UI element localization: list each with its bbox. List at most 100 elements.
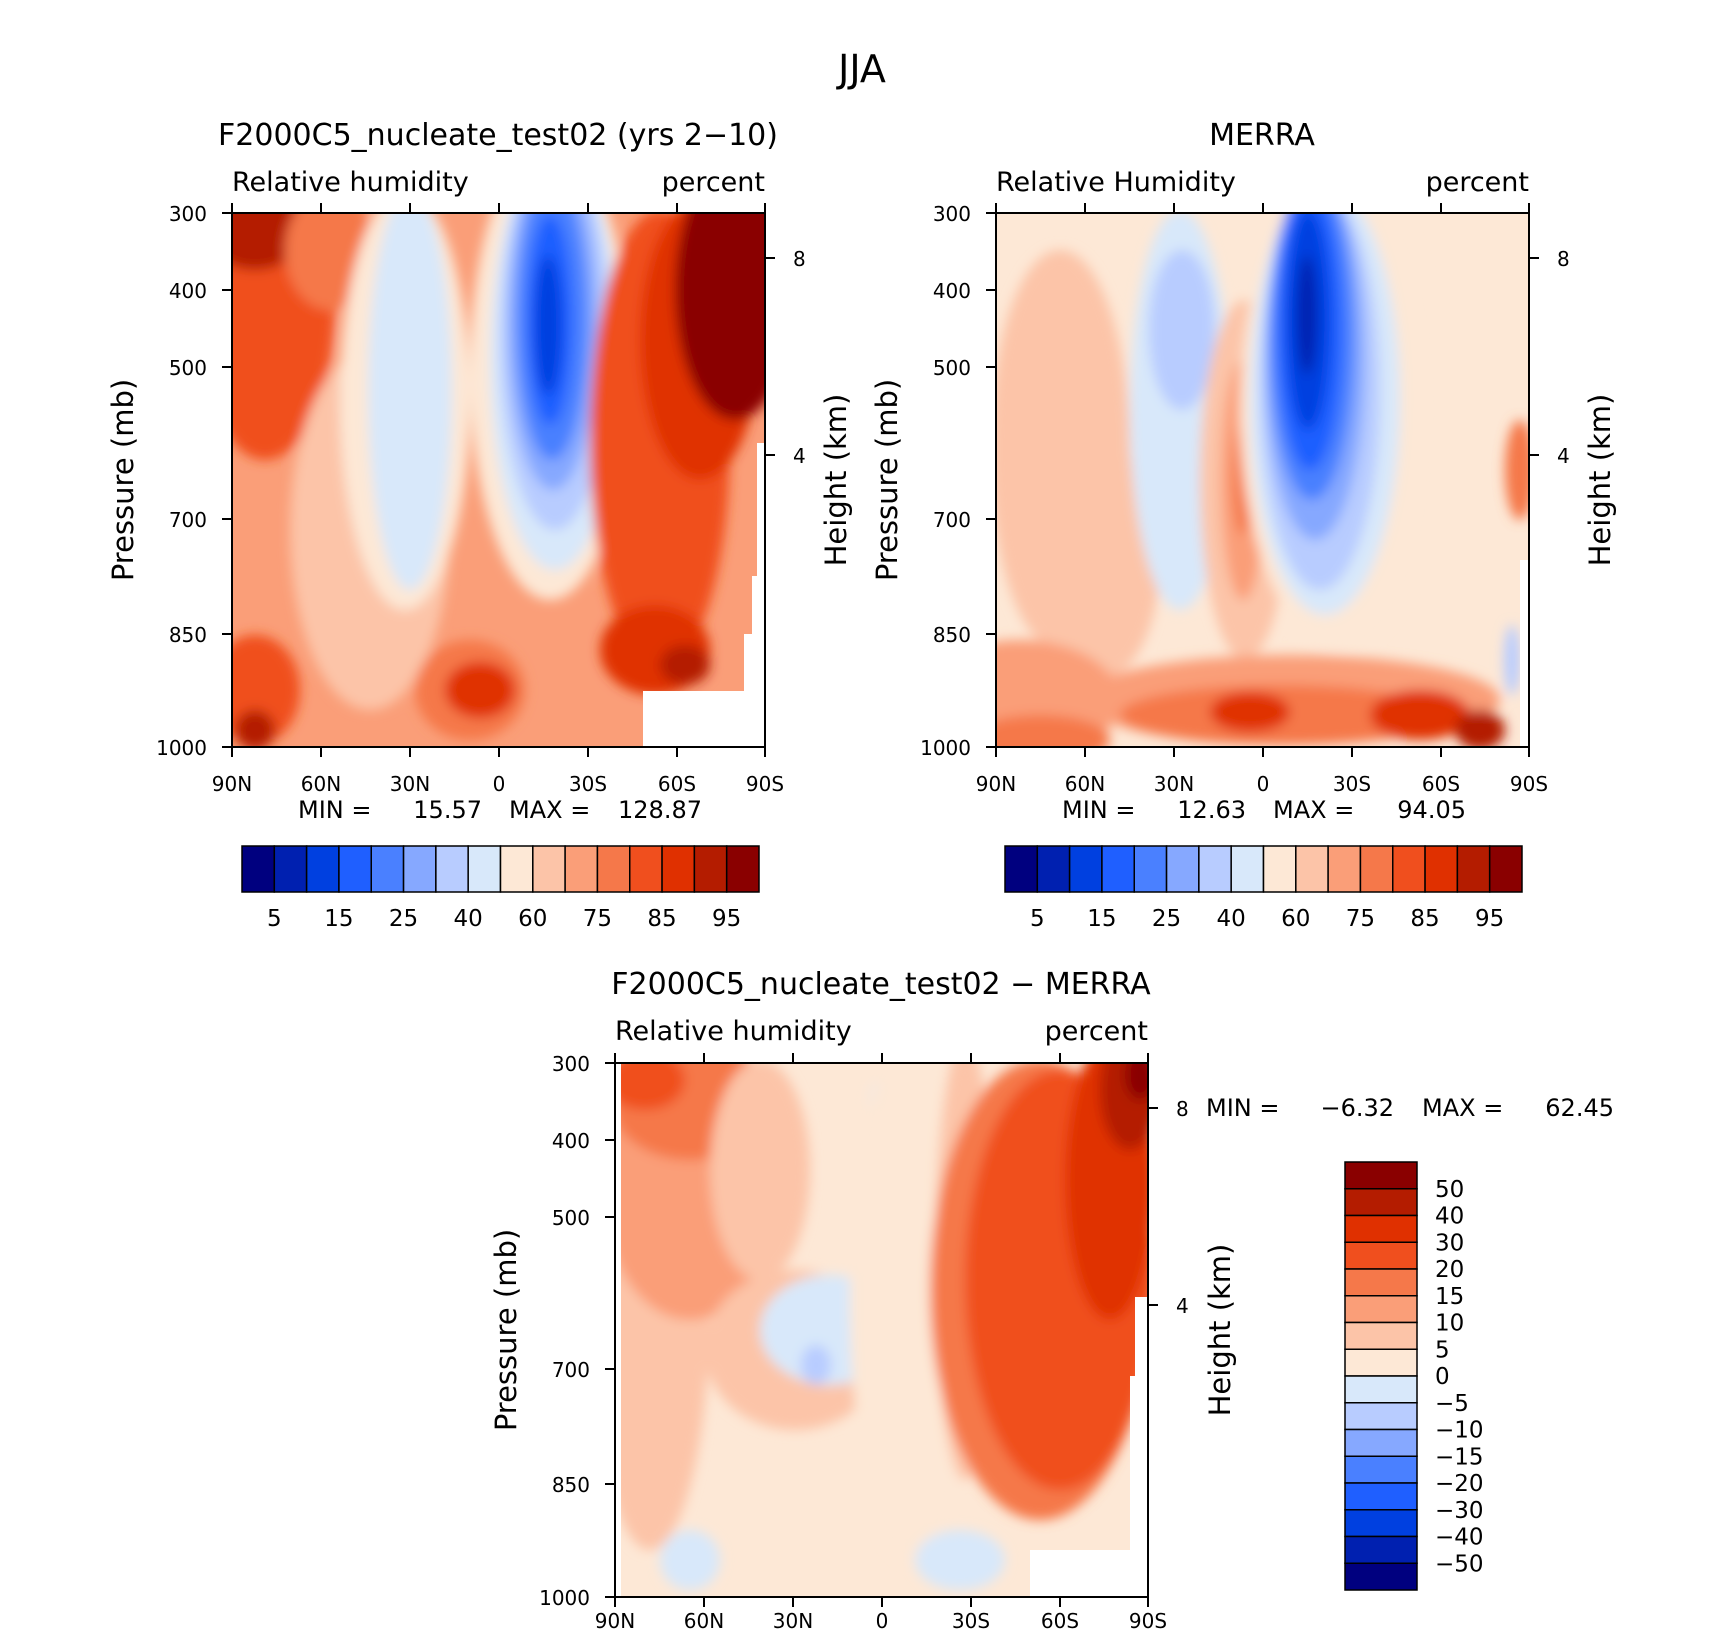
- y-tick-label: 700: [933, 508, 971, 532]
- y-tick-label: 850: [933, 623, 971, 647]
- contour-region: [1210, 692, 1290, 732]
- x-tick-label: 90N: [976, 772, 1016, 796]
- colorbar-label: 30: [1435, 1230, 1464, 1256]
- colorbar-swatch: [338, 845, 372, 893]
- panel-model: F2000C5_nucleate_test02 (yrs 2−10) Relat…: [106, 118, 853, 932]
- colorbar-label: 50: [1435, 1177, 1464, 1203]
- y2-axis-title: Height (km): [819, 394, 853, 567]
- colorbar-swatch: [564, 845, 599, 893]
- colorbar-swatch: [1344, 1268, 1418, 1297]
- x-tick-label: 60S: [1422, 772, 1460, 796]
- colorbar-swatch: [725, 845, 760, 893]
- colorbar-label: 5: [1435, 1337, 1450, 1363]
- variable-label: Relative humidity: [615, 1016, 852, 1047]
- y2-axis-title: Height (km): [1583, 394, 1617, 567]
- x-tick-label: 30S: [1333, 772, 1371, 796]
- colorbar-swatch: [1344, 1455, 1418, 1484]
- colorbar-swatch: [370, 845, 405, 893]
- colorbar-label: −20: [1435, 1471, 1484, 1497]
- y-tick-label: 400: [933, 279, 971, 303]
- max-label: MAX =: [1422, 1094, 1503, 1122]
- colorbar-label: 25: [1152, 906, 1181, 932]
- colorbar-label: −15: [1435, 1444, 1484, 1470]
- y-tick-label: 300: [169, 202, 207, 226]
- contour-region: [1297, 255, 1317, 375]
- colorbar-swatch: [1101, 845, 1135, 893]
- y2-axis-title: Height (km): [1203, 1244, 1237, 1417]
- colorbar-label: 15: [324, 906, 353, 932]
- colorbar-swatch: [1133, 845, 1168, 893]
- colorbar-swatch: [1344, 1295, 1418, 1324]
- colorbar-swatch: [273, 845, 308, 893]
- colorbar-label: 40: [1217, 906, 1246, 932]
- y2-axis: 8 4 Height (km): [1176, 1097, 1237, 1416]
- max-label: MAX =: [1273, 796, 1354, 824]
- max-value: 62.45: [1545, 1094, 1614, 1122]
- contour-region: [801, 1345, 831, 1385]
- contour-region: [660, 1530, 720, 1590]
- max-label: MAX =: [509, 796, 590, 824]
- contour-region: [1505, 420, 1529, 520]
- colorbar-label: 5: [1030, 906, 1045, 932]
- contour-region: [1149, 250, 1215, 410]
- y-tick-label: 1000: [539, 1586, 590, 1610]
- x-tick-label: 60N: [684, 1609, 724, 1631]
- colorbar-swatch: [1344, 1562, 1418, 1591]
- colorbar-label: 15: [1087, 906, 1116, 932]
- colorbar-label: −30: [1435, 1498, 1484, 1524]
- contour-region: [615, 1063, 685, 1110]
- x-axis: 90N 60N 30N 0 30S 60S 90S: [976, 772, 1548, 796]
- contour-region: [996, 715, 1110, 747]
- y-axis-title: Pressure (mb): [870, 379, 904, 581]
- colorbar-swatch: [402, 845, 437, 893]
- colorbar-label: 60: [518, 906, 547, 932]
- height-tick-label: 4: [793, 444, 806, 468]
- colorbar-label: −40: [1435, 1525, 1484, 1551]
- colorbar-swatch: [1230, 845, 1265, 893]
- variable-label: Relative humidity: [232, 167, 469, 198]
- colorbar-swatch: [1344, 1214, 1418, 1243]
- missing-data-mask: [1520, 560, 1529, 747]
- min-label: MIN =: [1206, 1094, 1279, 1122]
- contour-field: [996, 213, 1529, 747]
- colorbar-swatch: [1344, 1321, 1418, 1350]
- colorbar-swatch: [1392, 845, 1426, 893]
- x-tick-label: 90S: [746, 772, 784, 796]
- contour-region: [660, 645, 710, 685]
- figure-title: JJA: [836, 47, 886, 91]
- y-tick-label: 1000: [920, 736, 971, 760]
- x-tick-label: 30S: [952, 1609, 990, 1631]
- colorbar-label: 85: [1410, 906, 1439, 932]
- contour-region: [675, 213, 765, 420]
- missing-data-mask: [643, 443, 765, 747]
- x-tick-label: 30S: [569, 772, 607, 796]
- contour-region: [710, 1063, 810, 1280]
- min-value: 12.63: [1177, 796, 1246, 824]
- x-axis: 90N 60N 30N 0 30S 60S 90S: [212, 772, 784, 796]
- y-tick-label: 850: [552, 1473, 590, 1497]
- y-tick-label: 1000: [156, 736, 207, 760]
- missing-data-mask: [1030, 1297, 1148, 1597]
- contour-field: [232, 213, 765, 747]
- colorbar-label: 95: [1475, 906, 1504, 932]
- y-axis-title: Pressure (mb): [106, 379, 140, 581]
- colorbar-swatch: [1456, 845, 1491, 893]
- contour-region: [1455, 710, 1505, 747]
- contour-region: [915, 1530, 1005, 1590]
- panel-difference: F2000C5_nucleate_test02 − MERRA Relative…: [489, 967, 1614, 1631]
- units-label: percent: [1045, 1016, 1148, 1047]
- contour-field: [615, 1063, 1148, 1597]
- colorbar-label: 60: [1281, 906, 1310, 932]
- units-label: percent: [662, 167, 765, 198]
- colorbar-swatch: [1262, 845, 1297, 893]
- colorbar-label: 15: [1435, 1284, 1464, 1310]
- height-tick-label: 8: [793, 247, 806, 271]
- x-tick-label: 30N: [1154, 772, 1194, 796]
- contour-region: [445, 662, 515, 718]
- contour-region: [235, 710, 275, 747]
- colorbar-swatch: [241, 845, 276, 893]
- min-value: 15.57: [413, 796, 482, 824]
- x-tick-label: 90S: [1510, 772, 1548, 796]
- max-value: 128.87: [618, 796, 702, 824]
